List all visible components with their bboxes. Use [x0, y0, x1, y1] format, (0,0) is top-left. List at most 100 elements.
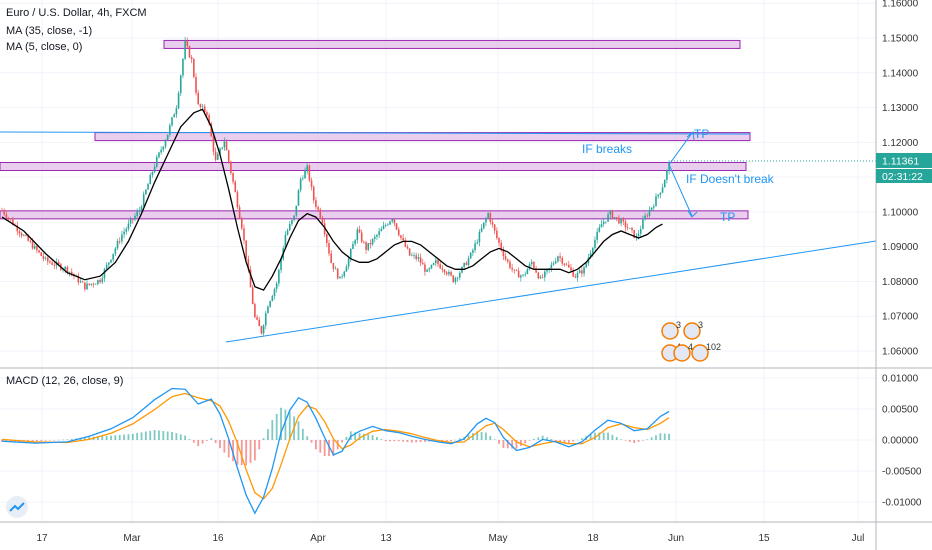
- candle-body: [450, 271, 452, 276]
- event-markers[interactable]: 3344102: [661, 320, 721, 362]
- zone-1.113: [0, 162, 747, 172]
- trendlines[interactable]: [0, 131, 877, 343]
- event-marker-icon[interactable]: [661, 322, 679, 340]
- candle-body: [345, 266, 348, 272]
- macd-histogram-bar: [140, 432, 143, 440]
- event-marker-icon[interactable]: [673, 344, 691, 362]
- macd-legend[interactable]: MACD (12, 26, close, 9): [6, 375, 124, 387]
- candle-body: [598, 227, 601, 232]
- candle-body: [177, 93, 180, 109]
- scenario-arrows[interactable]: [668, 131, 698, 218]
- tradingview-logo-icon[interactable]: [6, 496, 28, 518]
- macd-histogram-bar: [594, 432, 596, 440]
- macd-histogram-bar: [633, 440, 636, 444]
- candle-body: [378, 231, 380, 235]
- macd-axis-tick-label: -0.01000: [882, 498, 922, 509]
- candle-body: [138, 210, 141, 212]
- candle-body: [68, 271, 71, 273]
- candle-body: [297, 190, 300, 206]
- macd-histogram-bar: [524, 440, 527, 444]
- macd-histogram-bar: [219, 440, 221, 449]
- ma-5-legend[interactable]: MA (5, close, 0): [6, 41, 83, 53]
- candle-body: [639, 229, 642, 234]
- candle-body: [522, 274, 524, 276]
- macd-histogram-bar: [655, 435, 657, 440]
- candle-body: [561, 257, 564, 264]
- candle-body: [629, 227, 631, 229]
- event-marker-icon[interactable]: [683, 322, 701, 340]
- candle-body: [164, 140, 167, 147]
- candle-body: [646, 215, 649, 217]
- candle-body: [504, 256, 507, 260]
- macd-histogram-bar: [376, 437, 378, 440]
- price-axis-tick-label: 1.16000: [882, 0, 919, 10]
- candle-body: [86, 283, 88, 290]
- macd-histogram-bar: [480, 431, 483, 440]
- candle-body: [3, 210, 5, 215]
- macd-histogram-bar: [415, 440, 418, 443]
- candle-body: [415, 255, 417, 259]
- time-axis-tick-label: Mar: [123, 533, 141, 544]
- event-marker-icon[interactable]: [691, 344, 709, 362]
- candle-body: [452, 275, 455, 283]
- candle-body: [411, 255, 413, 257]
- candle-body: [140, 206, 143, 211]
- price-axis-tick-label: 1.10000: [882, 207, 919, 218]
- candle-body: [487, 213, 489, 219]
- candle-body: [206, 112, 208, 116]
- macd-histogram-bar: [642, 440, 644, 441]
- chart-title: Euro / U.S. Dollar, 4h, FXCM: [6, 7, 147, 19]
- candle-body: [356, 229, 359, 241]
- candle-body: [459, 272, 461, 278]
- candle-body: [212, 136, 215, 152]
- candle-body: [136, 211, 138, 216]
- macd-histogram-bar: [511, 440, 514, 449]
- macd-histogram-bar: [123, 434, 125, 440]
- time-axis-tick-label: 15: [758, 533, 770, 544]
- candle-body: [373, 236, 376, 239]
- macd-histogram-bar: [49, 440, 51, 441]
- candle-body: [419, 257, 422, 263]
- resistance-zones[interactable]: [0, 39, 751, 220]
- macd-histogram-bar: [83, 437, 86, 440]
- candle-body: [103, 269, 106, 279]
- candle-body: [594, 239, 596, 248]
- candle-body: [245, 240, 247, 260]
- candle-body: [657, 194, 659, 197]
- candle-body: [166, 134, 169, 141]
- candle-body: [537, 272, 540, 279]
- macd-histogram-bar: [607, 432, 609, 440]
- candle-body: [129, 219, 132, 224]
- macd-histogram-bar: [620, 439, 623, 440]
- macd-histogram-bar: [515, 440, 518, 449]
- candle-body: [480, 228, 483, 232]
- candle-body: [221, 147, 223, 149]
- candle-body: [49, 261, 51, 263]
- time-axis-tick-label: 16: [212, 533, 224, 544]
- candle-body: [559, 256, 561, 258]
- candle-body: [88, 283, 90, 285]
- candle-body: [44, 257, 47, 259]
- candle-body: [369, 242, 372, 245]
- candle-body: [236, 192, 239, 208]
- candle-body: [193, 59, 195, 78]
- countdown-badge: [876, 169, 932, 183]
- macd-histogram-bar: [280, 407, 282, 440]
- candle-body: [511, 267, 513, 270]
- candle-body: [108, 262, 110, 265]
- macd-histogram-bar: [158, 430, 160, 440]
- candle-body: [310, 180, 313, 187]
- ma-35-legend[interactable]: MA (35, close, -1): [6, 25, 93, 37]
- candle-body: [197, 92, 199, 105]
- price-axis-tick-label: 1.09000: [882, 242, 919, 253]
- candle-body: [513, 269, 516, 271]
- macd-line: [1, 387, 670, 515]
- macd-histogram-bar: [149, 430, 152, 440]
- candle-body: [46, 257, 49, 262]
- macd-histogram-bar: [35, 440, 38, 442]
- candle-body: [395, 223, 398, 230]
- candle-body: [568, 264, 570, 268]
- candle-body: [463, 262, 465, 267]
- candle-body: [66, 266, 69, 273]
